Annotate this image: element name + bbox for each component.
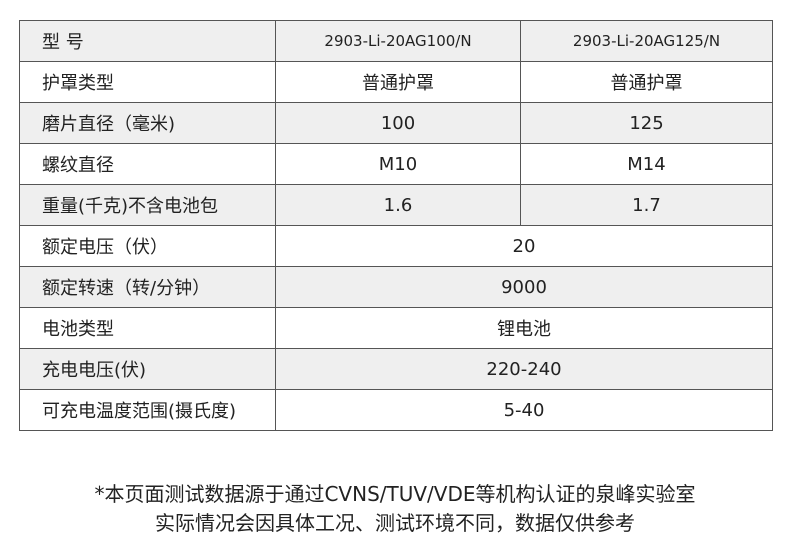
cell: M10 — [275, 143, 521, 185]
table-row: 额定转速（转/分钟） 9000 — [19, 266, 773, 308]
table-row: 型 号 2903-Li-20AG100/N 2903-Li-20AG125/N — [19, 20, 773, 62]
row-label: 充电电压(伏) — [19, 348, 276, 390]
row-label: 可充电温度范围(摄氏度) — [19, 389, 276, 431]
row-label: 电池类型 — [19, 307, 276, 349]
row-label: 额定转速（转/分钟） — [19, 266, 276, 308]
cell: 2903-Li-20AG100/N — [275, 20, 521, 62]
footnote-line: 实际情况会因具体工况、测试环境不同，数据仅供参考 — [155, 511, 635, 535]
cell: 5-40 — [275, 389, 773, 431]
table-row: 螺纹直径 M10 M14 — [19, 143, 773, 185]
table-row: 充电电压(伏) 220-240 — [19, 348, 773, 390]
cell: 20 — [275, 225, 773, 267]
cell: 2903-Li-20AG125/N — [520, 20, 773, 62]
cell: 125 — [520, 102, 773, 144]
spec-table: 型 号 2903-Li-20AG100/N 2903-Li-20AG125/N 护罩类… — [19, 20, 773, 431]
cell: 220-240 — [275, 348, 773, 390]
row-label: 重量(千克)不含电池包 — [19, 184, 276, 226]
cell: 1.6 — [275, 184, 521, 226]
row-label: 额定电压（伏） — [19, 225, 276, 267]
table-row: 磨片直径（毫米) 100 125 — [19, 102, 773, 144]
row-label: 螺纹直径 — [19, 143, 276, 185]
table-row: 电池类型 锂电池 — [19, 307, 773, 349]
cell: M14 — [520, 143, 773, 185]
cell: 锂电池 — [275, 307, 773, 349]
cell: 9000 — [275, 266, 773, 308]
cell: 1.7 — [520, 184, 773, 226]
footnote: *本页面测试数据源于通过CVNS/TUV/VDE等机构认证的泉峰实验室 实际情况… — [0, 480, 790, 538]
row-label: 磨片直径（毫米) — [19, 102, 276, 144]
table-row: 重量(千克)不含电池包 1.6 1.7 — [19, 184, 773, 226]
table-row: 额定电压（伏） 20 — [19, 225, 773, 267]
cell: 普通护罩 — [520, 61, 773, 103]
row-label: 型 号 — [19, 20, 276, 62]
row-label: 护罩类型 — [19, 61, 276, 103]
table-row: 护罩类型 普通护罩 普通护罩 — [19, 61, 773, 103]
table-row: 可充电温度范围(摄氏度) 5-40 — [19, 389, 773, 431]
footnote-line: *本页面测试数据源于通过CVNS/TUV/VDE等机构认证的泉峰实验室 — [94, 482, 696, 506]
cell: 100 — [275, 102, 521, 144]
cell: 普通护罩 — [275, 61, 521, 103]
